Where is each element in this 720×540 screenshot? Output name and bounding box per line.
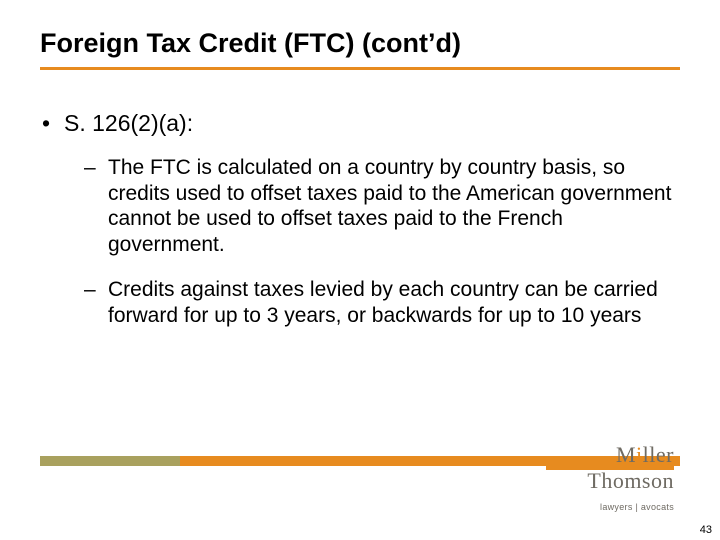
bullet-level-1: S. 126(2)(a): [40,110,680,137]
slide: Foreign Tax Credit (FTC) (cont’d) S. 126… [0,0,720,540]
slide-title: Foreign Tax Credit (FTC) (cont’d) [40,28,680,59]
page-number: 43 [700,524,712,536]
logo-line-2: Thomson [587,470,674,492]
logo-tagline: lawyers | avocats [587,502,674,512]
bullet-level-2: Credits against taxes levied by each cou… [64,277,680,328]
miller-thomson-logo: Miller Thomson lawyers | avocats [587,444,674,512]
logo-line-1: Miller [587,444,674,466]
title-underline [40,67,680,70]
divider-olive-segment [40,456,180,466]
bullet-level-2: The FTC is calculated on a country by co… [64,155,680,257]
